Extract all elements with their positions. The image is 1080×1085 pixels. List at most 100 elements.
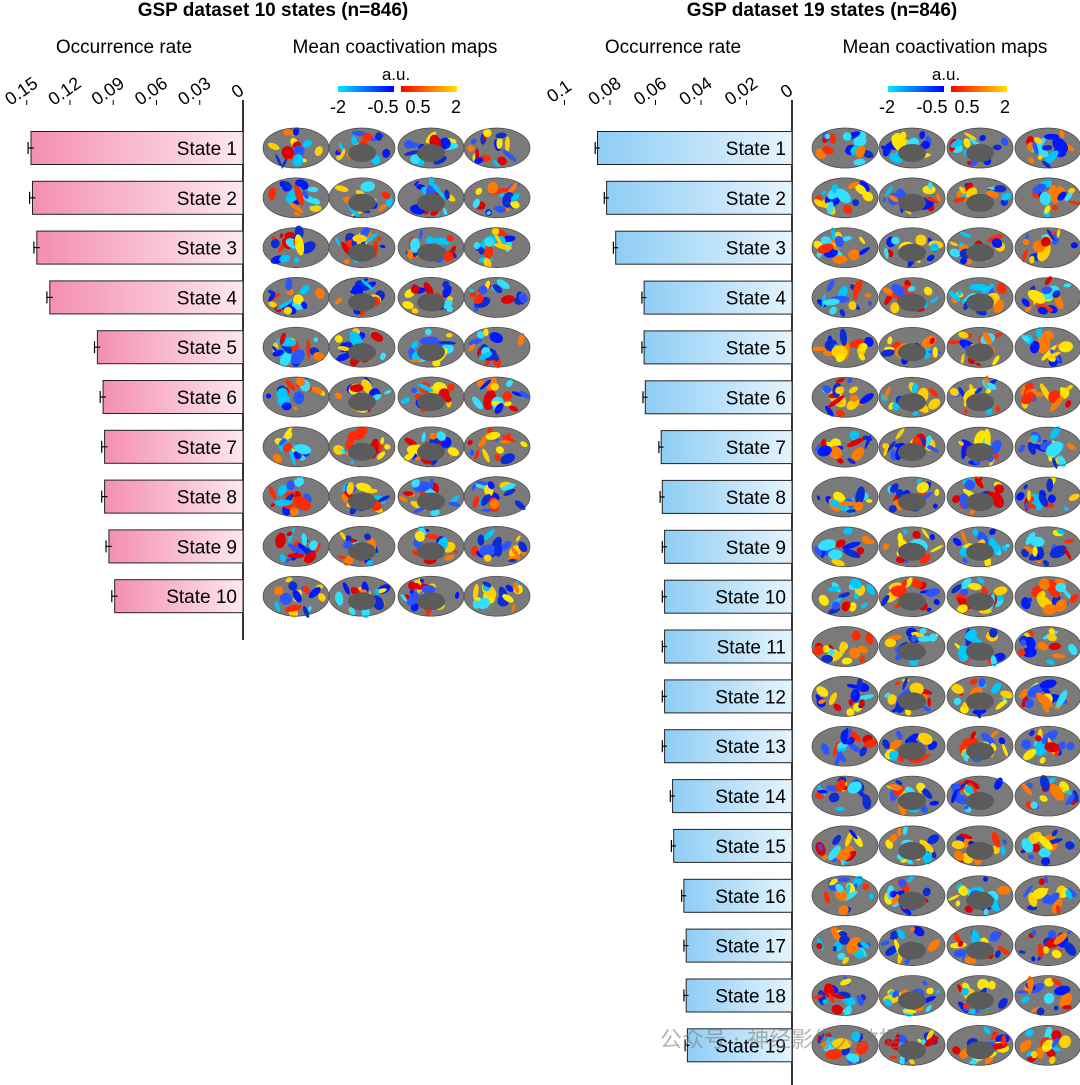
brain-outline [946, 127, 1014, 169]
bar-label: State 3 [726, 239, 786, 260]
brain-outline [878, 127, 946, 169]
activation-blob [474, 157, 484, 164]
brain-lateral-view [811, 327, 879, 368]
activation-blob [502, 391, 512, 401]
brain-lateral-view [262, 426, 330, 468]
activation-blob [398, 496, 408, 502]
bar [664, 679, 793, 714]
activation-blob [949, 248, 961, 258]
brain-outline [328, 227, 396, 268]
activation-blob [285, 379, 296, 391]
activation-blob [988, 980, 996, 990]
activation-blob [504, 136, 510, 154]
brain-outline [328, 177, 396, 219]
activation-blob [823, 891, 831, 904]
activation-blob [410, 284, 420, 294]
activation-blob [341, 493, 348, 503]
coactivation-map-row [262, 376, 531, 418]
activation-blob [814, 198, 825, 208]
activation-blob [998, 737, 1006, 745]
activation-blob [289, 507, 299, 516]
activation-blob [410, 237, 420, 253]
brain-medial-view [328, 277, 396, 318]
activation-blob [901, 579, 907, 588]
activation-blob [421, 584, 436, 594]
bar-group: State 10 [111, 579, 244, 614]
activation-blob [828, 692, 838, 705]
brain-outline [811, 127, 879, 169]
activation-blob [411, 308, 419, 314]
activation-blob [929, 534, 936, 540]
medial-wall [966, 941, 994, 960]
activation-blob [958, 387, 966, 399]
activation-blob [857, 247, 870, 256]
activation-blob [865, 632, 874, 645]
activation-blob [1023, 484, 1028, 490]
activation-blob [928, 398, 941, 410]
activation-blob [285, 277, 293, 291]
brain-medial-view [946, 426, 1014, 468]
activation-blob [861, 535, 870, 542]
activation-blob [1065, 841, 1075, 850]
activation-blob [302, 585, 311, 594]
activation-blob [916, 782, 925, 792]
activation-blob [1047, 494, 1056, 504]
activation-blob [314, 146, 323, 156]
activation-blob [957, 645, 970, 662]
activation-blob [513, 582, 520, 594]
activation-blob [833, 491, 846, 503]
bar-label: State 9 [177, 537, 237, 558]
activation-blob [889, 483, 899, 493]
activation-blob [823, 983, 835, 998]
activation-blob [818, 594, 829, 606]
activation-blob [283, 128, 291, 136]
bar-group: State 6 [642, 380, 793, 415]
activation-blob [1001, 1034, 1007, 1047]
medial-wall [898, 841, 926, 860]
activation-blob [287, 553, 305, 559]
activation-blob [497, 156, 507, 166]
activation-blob [856, 995, 864, 1006]
activation-blob [835, 779, 846, 792]
brain-outline [878, 327, 946, 368]
activation-blob [866, 499, 873, 503]
bar [36, 230, 244, 265]
activation-blob [349, 384, 364, 393]
activation-blob [444, 396, 452, 403]
activation-blob [853, 136, 867, 147]
activation-blob [505, 584, 514, 592]
activation-blob [952, 537, 962, 547]
activation-blob [1025, 636, 1036, 650]
brain-outline [811, 476, 879, 518]
activation-blob [406, 591, 420, 606]
activation-blob [442, 280, 450, 289]
brain-medial-view [946, 626, 1014, 667]
activation-blob [366, 560, 374, 566]
activation-blob [1029, 982, 1045, 994]
brain-lateral-view [811, 177, 879, 219]
activation-blob [408, 581, 416, 591]
bar [108, 529, 244, 564]
medial-wall [898, 492, 926, 511]
activation-blob [1020, 1042, 1024, 1049]
activation-blob [977, 476, 983, 486]
activation-blob [896, 730, 903, 741]
activation-blob [350, 460, 355, 465]
activation-blob [894, 1032, 900, 1051]
brain-lateral-view [811, 576, 879, 618]
activation-blob [511, 604, 516, 613]
activation-blob [268, 292, 276, 302]
activation-blob [511, 391, 524, 397]
activation-blob [1023, 748, 1037, 761]
medial-wall [417, 193, 445, 212]
bar-label: State 1 [726, 139, 786, 160]
activation-blob [446, 234, 454, 242]
activation-blob [991, 831, 1001, 848]
activation-blob [334, 185, 349, 192]
activation-blob [476, 550, 483, 558]
bar [664, 729, 793, 764]
colorbar-negative [888, 86, 944, 92]
activation-blob [1027, 490, 1031, 502]
activation-blob [860, 941, 870, 949]
activation-blob [442, 250, 454, 262]
